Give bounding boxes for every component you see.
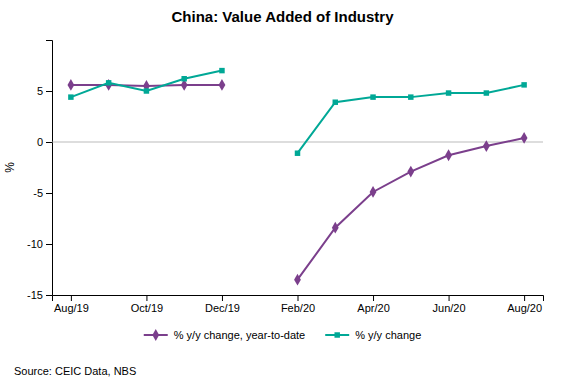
marker	[370, 186, 377, 198]
x-tick-label: Feb/20	[281, 302, 315, 314]
y-axis-line	[46, 41, 53, 296]
x-tick-label: Dec/19	[205, 302, 240, 314]
y-tick-mark	[46, 193, 52, 194]
x-axis-line	[53, 296, 544, 302]
x-tick: Aug/19	[54, 295, 89, 314]
series-line	[71, 71, 524, 154]
y-tick: -5	[33, 187, 52, 199]
y-tick-label: -15	[27, 289, 43, 301]
marker	[68, 94, 73, 99]
x-tick-mark	[71, 295, 72, 301]
x-tick: Apr/20	[357, 295, 389, 314]
marker	[521, 82, 526, 87]
x-tick-label: Aug/20	[507, 302, 542, 314]
x-tick-mark	[298, 295, 299, 301]
marker	[219, 79, 226, 91]
marker	[521, 132, 528, 144]
legend-item: % y/y change, year-to-date	[144, 329, 305, 341]
marker	[105, 79, 112, 91]
y-axis-title: %	[3, 162, 17, 173]
x-tick-mark	[524, 295, 525, 301]
x-tick: Jun/20	[433, 295, 466, 314]
marker	[295, 150, 300, 155]
y-tick-mark	[46, 91, 52, 92]
marker	[106, 80, 111, 85]
marker	[219, 68, 224, 73]
y-tick: 5	[37, 85, 52, 97]
x-tick-label: Aug/19	[54, 302, 89, 314]
x-tick-label: Oct/19	[131, 302, 163, 314]
marks	[67, 68, 527, 286]
legend-label: % y/y change, year-to-date	[174, 329, 305, 341]
marker	[407, 166, 414, 178]
title: China: Value Added of Industry	[172, 8, 395, 25]
marker	[333, 99, 338, 104]
x-tick: Oct/19	[131, 295, 163, 314]
marker	[181, 76, 186, 81]
marker	[445, 149, 452, 161]
plot: -15 -10 -5 0 5 Aug/19 Oct/19 Dec/19 Feb/20 Apr/20…	[27, 41, 543, 314]
x-tick-mark	[146, 295, 147, 301]
marker	[483, 140, 490, 152]
annotation: Source: CEIC Data, NBS	[14, 365, 136, 377]
y-tick: -15	[27, 289, 52, 301]
y-tick-mark	[46, 142, 52, 143]
y-tick-mark	[46, 244, 52, 245]
x-tick: Feb/20	[281, 295, 315, 314]
y-tick-label: 0	[37, 136, 43, 148]
legend-marker	[152, 329, 159, 341]
x-tick-label: Jun/20	[433, 302, 466, 314]
legend-label: % y/y change	[355, 329, 421, 341]
y-tick-label: -5	[33, 187, 43, 199]
series-line	[71, 85, 524, 280]
x-axis: Aug/19 Oct/19 Dec/19 Feb/20 Apr/20 Jun/20 Aug/…	[53, 295, 544, 314]
legend-item: % y/y change	[325, 329, 421, 341]
legend-marker	[334, 332, 339, 337]
marker	[144, 88, 149, 93]
chart: -15 -10 -5 0 5 Aug/19 Oct/19 Dec/19 Feb/20 Apr/20…	[0, 0, 565, 387]
zero-line	[52, 142, 543, 143]
y-tick-label: -10	[27, 238, 43, 250]
x-tick-label: Apr/20	[357, 302, 389, 314]
x-tick: Aug/20	[507, 295, 542, 314]
x-tick-mark	[373, 295, 374, 301]
marker	[484, 90, 489, 95]
marker	[332, 222, 339, 234]
y-axis: -15 -10 -5 0 5	[27, 41, 52, 302]
marker	[446, 90, 451, 95]
marker	[370, 94, 375, 99]
y-tick-label: 5	[37, 85, 43, 97]
y-tick: 0	[37, 136, 52, 148]
marker	[408, 94, 413, 99]
x-tick-mark	[222, 295, 223, 301]
marker	[294, 274, 301, 286]
marker	[67, 79, 74, 91]
x-tick: Dec/19	[205, 295, 240, 314]
y-tick-mark	[46, 295, 52, 296]
legend: % y/y change, year-to-date % y/y change	[144, 329, 422, 341]
x-tick-mark	[449, 295, 450, 301]
y-tick: -10	[27, 238, 52, 250]
